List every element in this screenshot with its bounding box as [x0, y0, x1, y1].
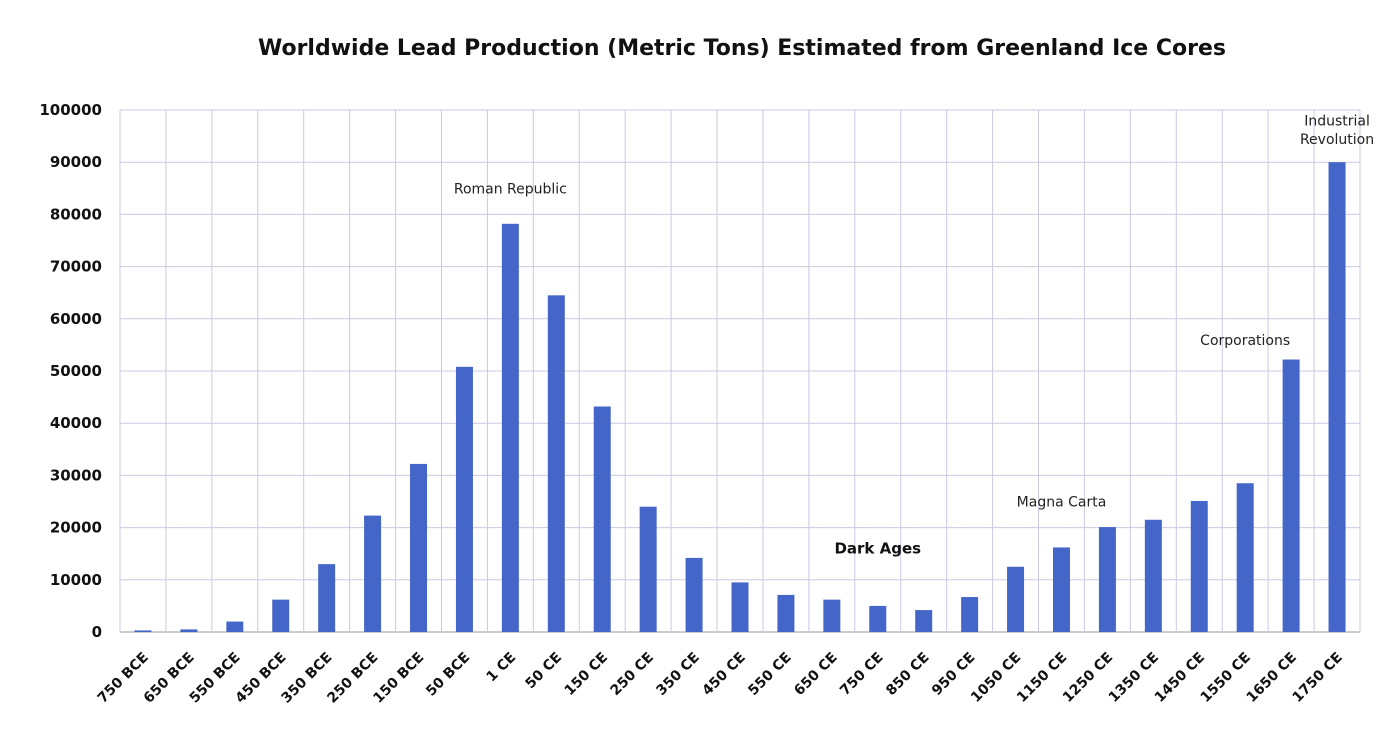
- bar: [915, 610, 933, 632]
- annotation-label: Roman Republic: [454, 182, 567, 198]
- x-tick-label: 750 CE: [837, 650, 886, 699]
- bar: [1144, 519, 1162, 632]
- y-tick-label: 90000: [50, 153, 102, 171]
- bar: [547, 295, 565, 632]
- y-axis-tick-labels: 0 10000 20000 30000 40000 50000 60000 70000 8000…: [39, 101, 102, 641]
- bars: [134, 162, 1346, 632]
- x-tick-label: 350 CE: [653, 650, 702, 699]
- bar: [869, 605, 887, 632]
- bar: [1236, 483, 1254, 632]
- bar: [134, 630, 152, 632]
- bar: [639, 506, 657, 632]
- bar: [410, 463, 428, 632]
- gridlines: [119, 109, 1361, 633]
- y-tick-label: 80000: [50, 205, 102, 223]
- bar: [364, 515, 382, 632]
- y-tick-label: 60000: [50, 310, 102, 328]
- x-tick-label: 850 CE: [883, 650, 932, 699]
- y-tick-label: 20000: [50, 519, 102, 537]
- bar: [961, 597, 979, 632]
- annotation-label: Industrial: [1304, 114, 1370, 130]
- annotation-label: Magna Carta: [1017, 495, 1107, 511]
- x-tick-label: 50 CE: [523, 650, 566, 693]
- x-tick-label: 150 BCE: [370, 650, 427, 707]
- annotation-label: Dark Ages: [834, 540, 921, 558]
- annotations: Roman Republic Dark Ages Magna Carta Corpor…: [454, 114, 1374, 558]
- y-tick-label: 30000: [50, 466, 102, 484]
- bar: [1052, 547, 1070, 632]
- bar: [1282, 359, 1300, 632]
- bar: [1190, 500, 1208, 632]
- bar: [685, 557, 703, 632]
- x-tick-label: 550 CE: [745, 650, 794, 699]
- annotation-label: Corporations: [1200, 333, 1290, 349]
- y-tick-label: 50000: [50, 362, 102, 380]
- annotation-label: Revolution: [1300, 132, 1374, 148]
- y-tick-label: 40000: [50, 414, 102, 432]
- chart-title: Worldwide Lead Production (Metric Tons) …: [258, 36, 1226, 61]
- x-tick-label: 50 BCE: [423, 650, 473, 700]
- bar: [731, 582, 749, 632]
- bar: [318, 564, 336, 632]
- x-tick-label: 450 CE: [699, 650, 748, 699]
- bar: [823, 599, 841, 632]
- bar: [1007, 566, 1025, 632]
- x-tick-label: 650 CE: [791, 650, 840, 699]
- bar: [272, 599, 290, 632]
- x-tick-label: 250 CE: [608, 650, 657, 699]
- bar: [226, 621, 244, 632]
- bar: [180, 629, 198, 632]
- bar: [455, 366, 473, 632]
- bar: [1328, 162, 1346, 632]
- x-tick-label: 1 CE: [484, 650, 520, 686]
- y-tick-label: 100000: [39, 101, 102, 119]
- bar: [501, 223, 519, 632]
- bar: [593, 406, 611, 632]
- y-tick-label: 70000: [50, 258, 102, 276]
- bar: [777, 594, 795, 632]
- x-tick-label: 1750 CE: [1290, 650, 1346, 706]
- y-tick-label: 10000: [50, 571, 102, 589]
- y-tick-label: 0: [92, 623, 102, 641]
- x-tick-label: 150 CE: [562, 650, 611, 699]
- bar: [1098, 527, 1116, 632]
